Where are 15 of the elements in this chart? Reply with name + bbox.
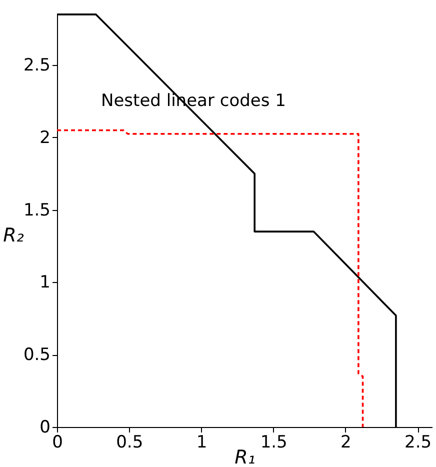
x-tick-label: 1 <box>196 432 208 452</box>
y-tick-label: 0 <box>40 418 50 438</box>
y-axis-title: R₂ <box>3 224 24 246</box>
y-tick-label: 0.5 <box>23 345 50 366</box>
x-tick-label: 0 <box>52 432 63 452</box>
y-tick-label: 2 <box>40 128 50 148</box>
x-tick-label: 2 <box>340 432 352 452</box>
y-tick-label: 2.5 <box>23 56 50 76</box>
x-tick-label: 0.5 <box>116 432 144 452</box>
x-axis-title: R₁ <box>234 446 256 467</box>
line-series <box>56 129 364 428</box>
y-tick-label: 1.5 <box>23 200 50 220</box>
x-tick-label: 1.5 <box>260 432 288 452</box>
y-tick-label: 1 <box>40 272 50 293</box>
x-tick-label: 2.5 <box>404 432 432 452</box>
